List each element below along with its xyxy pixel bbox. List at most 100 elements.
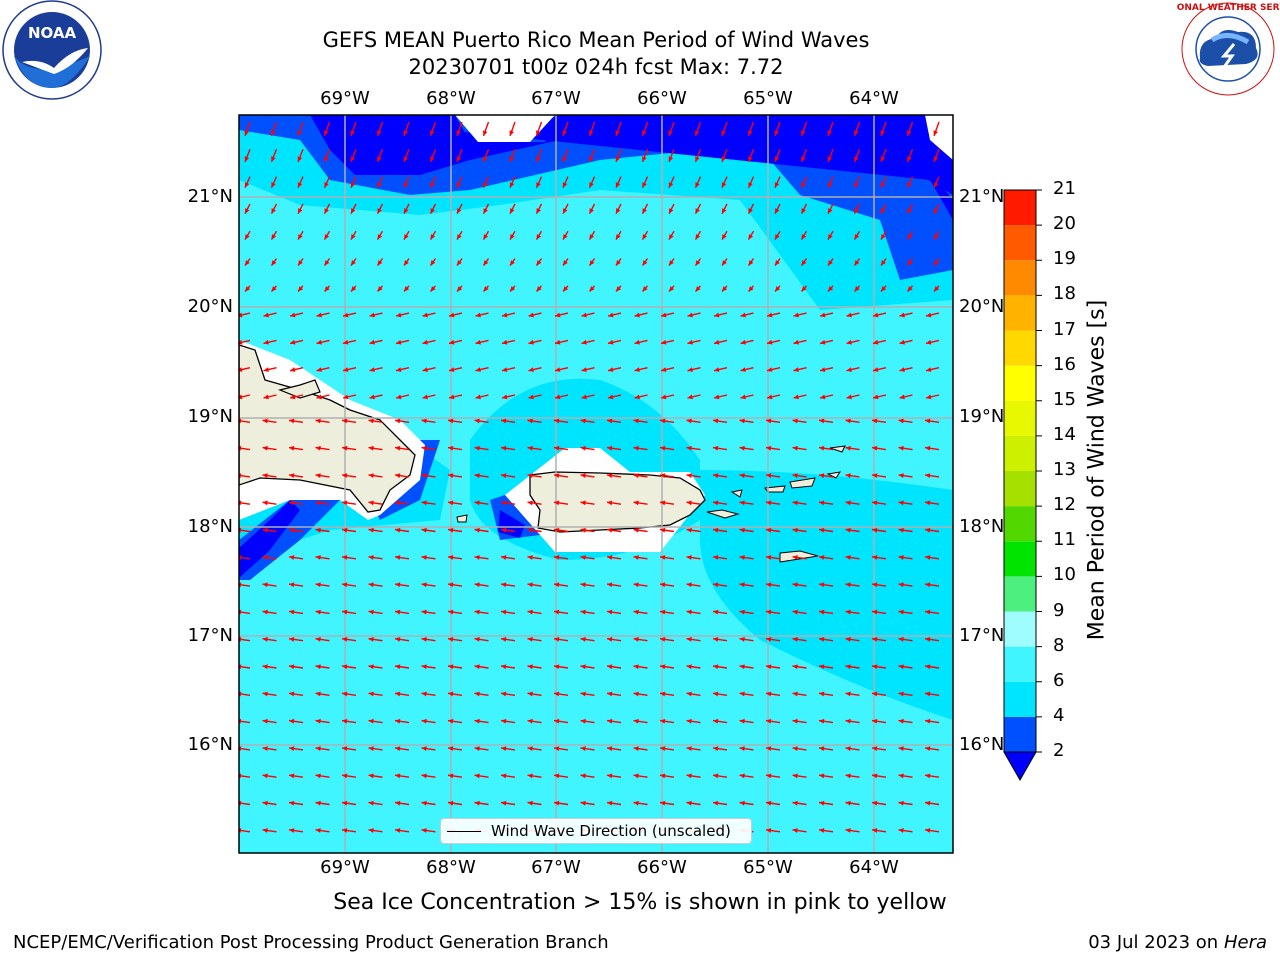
wind-arrow-head <box>262 664 268 670</box>
wind-arrow-head <box>872 773 878 779</box>
wind-arrow-head <box>395 418 401 424</box>
wind-arrow-head <box>422 394 428 400</box>
wind-arrow-head <box>898 445 904 451</box>
wind-arrow-head <box>501 637 507 642</box>
colorbar-tick-label: 6 <box>1053 669 1065 691</box>
wind-arrow-head <box>686 527 692 533</box>
lon-label-top-68w: 68°W <box>426 88 476 109</box>
colorbar <box>1003 189 1042 782</box>
colorbar-segment <box>1004 260 1036 296</box>
wind-arrow-head <box>880 156 886 162</box>
wind-arrow-head <box>421 828 427 833</box>
wind-arrow-head <box>608 339 614 345</box>
wind-arrow-head <box>686 746 692 751</box>
wind-arrow-head <box>263 339 269 345</box>
wind-arrow-head <box>324 286 330 292</box>
wind-arrow-head <box>775 260 780 266</box>
wind-arrow-head <box>297 130 302 136</box>
wind-arrow-head <box>368 800 374 806</box>
wind-arrow-head <box>925 609 931 615</box>
wind-arrow <box>239 665 251 669</box>
wind-arrow-head <box>898 527 904 533</box>
wind-arrow-head <box>368 582 374 588</box>
map-title: GEFS MEAN Puerto Rico Mean Period of Win… <box>322 28 870 52</box>
wind-arrow-head <box>244 156 250 162</box>
wind-arrow-head <box>607 746 613 751</box>
wind-arrow-head <box>244 130 249 136</box>
wind-arrow-head <box>554 527 560 533</box>
wind-arrow-head <box>819 445 825 451</box>
wind-arrow-head <box>501 773 507 779</box>
wind-arrow-head <box>634 312 640 318</box>
wind-arrow-head <box>298 208 303 214</box>
wind-arrow-head <box>589 208 594 214</box>
wind-arrow-head <box>554 445 560 451</box>
wind-arrow-head <box>289 609 295 615</box>
wind-arrow-head <box>342 746 348 751</box>
wind-arrow-head <box>527 800 533 806</box>
wind-arrow-head <box>456 130 461 136</box>
wind-arrow-head <box>925 664 931 670</box>
wind-arrow-head <box>324 156 329 162</box>
legend-line-swatch <box>447 830 481 832</box>
wind-arrow-head <box>501 473 507 478</box>
wind-arrow-head <box>483 208 488 214</box>
wind-arrow-head <box>827 130 832 136</box>
wind-arrow-head <box>793 367 799 372</box>
nws-logo: NATIONAL WEATHER SERVICE <box>1176 2 1280 96</box>
wind-arrow-head <box>926 394 932 400</box>
wind-arrow-head <box>792 800 798 806</box>
wind-arrow-head <box>854 182 859 188</box>
wind-arrow-head <box>421 664 427 670</box>
wind-arrow-head <box>368 773 374 779</box>
wind-arrow-head <box>315 691 321 697</box>
wind-arrow-head <box>854 260 860 266</box>
wind-arrow-head <box>589 182 594 188</box>
wind-arrow-head <box>616 286 622 292</box>
wind-arrow-head <box>739 718 745 724</box>
footer-date: 03 Jul 2023 on Hera <box>1088 932 1267 953</box>
wind-arrow-head <box>421 691 427 697</box>
wind-arrow-head <box>343 312 349 318</box>
footer-date-text: 03 Jul 2023 on <box>1088 932 1224 953</box>
wind-arrow-head <box>793 394 799 400</box>
wind-arrow-head <box>766 746 772 751</box>
wind-arrow-head <box>775 234 780 240</box>
wind-arrow-head <box>351 260 356 266</box>
wind-arrow-head <box>872 582 878 588</box>
wind-arrow-head <box>607 445 613 451</box>
wind-arrow-head <box>714 394 720 400</box>
wind-arrow-head <box>845 691 851 697</box>
wind-arrow-head <box>501 582 507 588</box>
wind-arrow-head <box>767 339 773 345</box>
wind-arrow-head <box>324 260 330 266</box>
wind-arrow-head <box>580 418 586 424</box>
wind-arrow-head <box>766 445 772 451</box>
wind-arrow-head <box>502 394 508 400</box>
masked-area-north <box>455 115 555 142</box>
wind-arrow-head <box>748 286 754 292</box>
wind-arrow-head <box>395 828 401 833</box>
wind-arrow-head <box>555 394 561 400</box>
wind-arrow-head <box>528 339 534 345</box>
wind-arrow-head <box>792 664 798 670</box>
wind-arrow-head <box>722 234 727 240</box>
wind-arrow-head <box>580 800 586 806</box>
wind-arrow-head <box>845 418 851 424</box>
wind-arrow-head <box>845 828 851 833</box>
wind-arrow-head <box>555 339 561 345</box>
wind-arrow-head <box>925 418 931 424</box>
wind-arrow-head <box>456 156 462 162</box>
wind-arrow-head <box>368 527 374 533</box>
wind-arrow-head <box>368 500 374 506</box>
wind-arrow-head <box>872 746 878 751</box>
wind-arrow-head <box>289 800 295 806</box>
wind-arrow-head <box>474 582 480 588</box>
wind-arrow-head <box>766 555 772 560</box>
wind-arrow-head <box>527 500 533 506</box>
wind-arrow-head <box>713 691 719 697</box>
wind-arrow <box>239 556 251 560</box>
st-thomas-island <box>764 485 786 493</box>
wind-arrow-head <box>747 130 753 136</box>
wind-arrow-head <box>501 527 507 533</box>
